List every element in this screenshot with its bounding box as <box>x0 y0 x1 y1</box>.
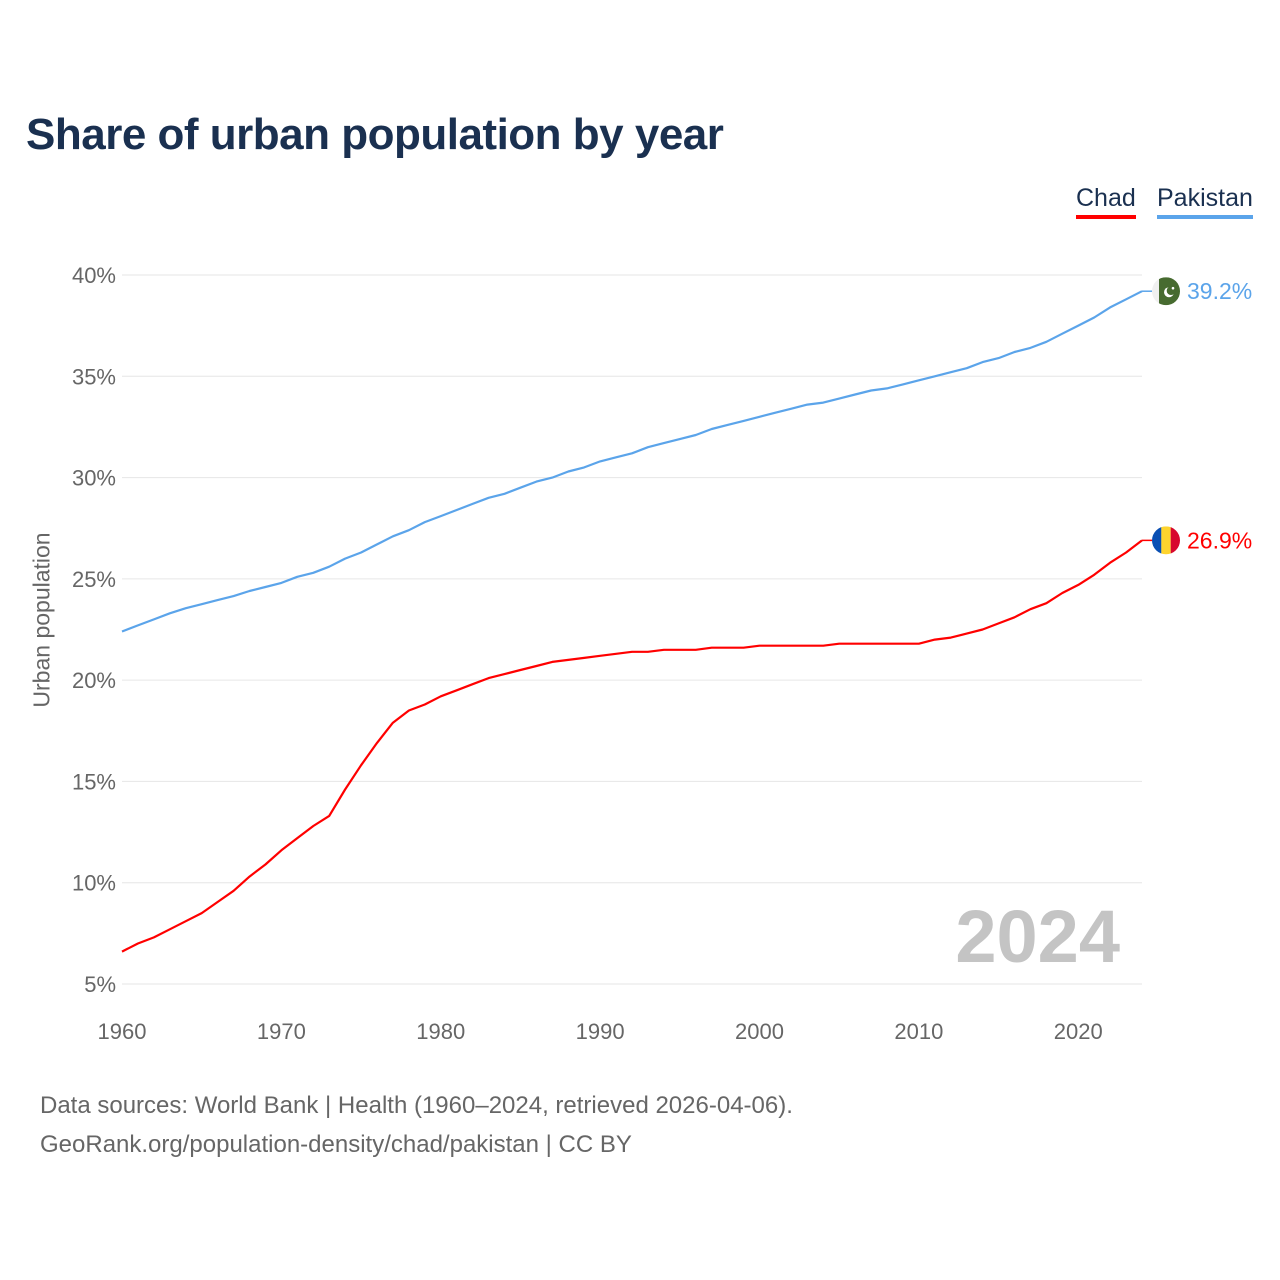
x-tick-label: 1990 <box>576 1019 625 1044</box>
x-tick-label: 1980 <box>416 1019 465 1044</box>
x-tick-label: 2000 <box>735 1019 784 1044</box>
y-tick-label: 15% <box>72 769 116 794</box>
legend-item-chad[interactable]: Chad <box>1076 184 1136 219</box>
footer: Data sources: World Bank | Health (1960–… <box>40 1086 793 1164</box>
end-value-label: 39.2% <box>1187 278 1252 304</box>
series-line-chad <box>121 539 1143 953</box>
year-watermark: 2024 <box>955 895 1120 978</box>
x-tick-label: 2020 <box>1054 1019 1103 1044</box>
y-tick-label: 40% <box>72 263 116 288</box>
legend-label: Pakistan <box>1157 184 1253 212</box>
x-tick-label: 1960 <box>98 1019 147 1044</box>
x-tick-label: 1970 <box>257 1019 306 1044</box>
series-line-pakistan <box>121 290 1143 633</box>
chart-title: Share of urban population by year <box>26 110 724 159</box>
attribution-text: GeoRank.org/population-density/chad/paki… <box>40 1131 632 1158</box>
y-tick-label: 25% <box>72 567 116 592</box>
y-tick-label: 10% <box>72 871 116 896</box>
y-tick-label: 5% <box>84 972 116 997</box>
end-value-label: 26.9% <box>1187 527 1252 553</box>
y-tick-label: 30% <box>72 466 116 491</box>
data-source-text: Data sources: World Bank | Health (1960–… <box>40 1092 793 1119</box>
legend-label: Chad <box>1076 184 1136 212</box>
y-tick-label: 20% <box>72 668 116 693</box>
y-tick-label: 35% <box>72 364 116 389</box>
x-tick-label: 2010 <box>894 1019 943 1044</box>
pakistan-flag-icon <box>1152 277 1180 306</box>
chad-flag-icon <box>1152 526 1180 555</box>
legend-item-pakistan[interactable]: Pakistan <box>1157 184 1253 219</box>
